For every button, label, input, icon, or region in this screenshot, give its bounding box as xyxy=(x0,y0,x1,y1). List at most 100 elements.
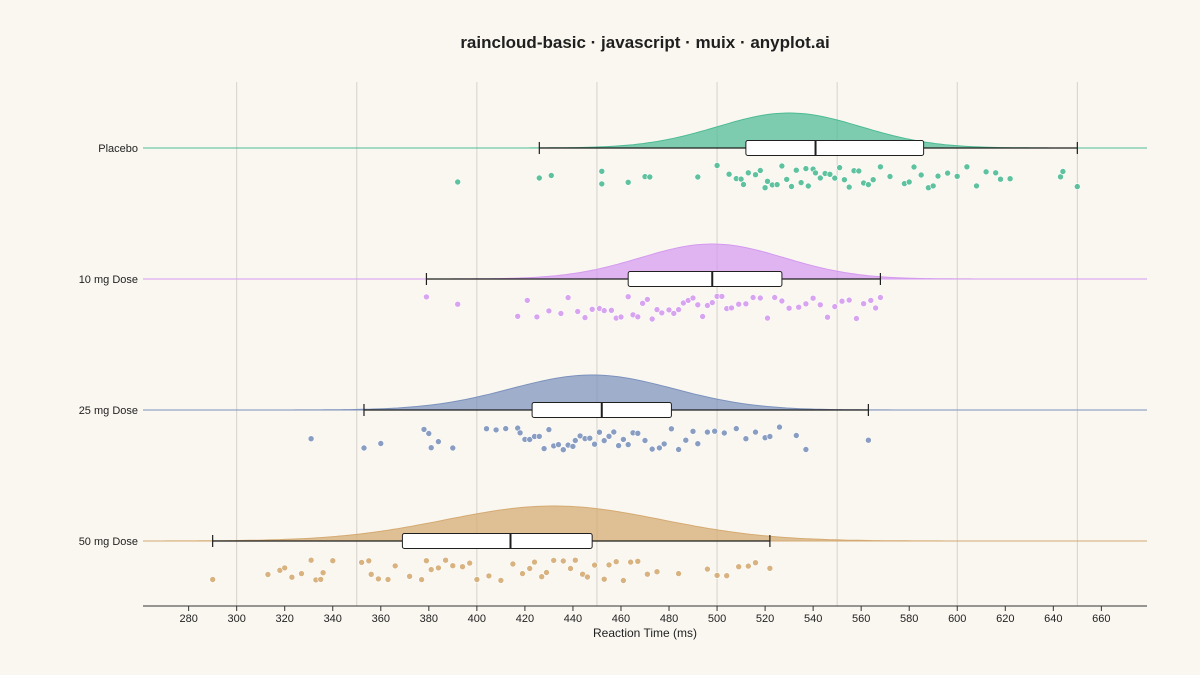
rain-point xyxy=(617,313,625,321)
x-tick-label: 480 xyxy=(660,613,678,625)
rain-point xyxy=(740,181,747,188)
rain-point xyxy=(713,572,721,579)
rain-point xyxy=(694,440,702,448)
rain-point xyxy=(910,163,918,171)
rain-point xyxy=(737,175,745,183)
rain-point xyxy=(627,558,634,566)
rain-point xyxy=(365,557,373,565)
rain-point xyxy=(591,440,598,448)
rain-point xyxy=(571,556,579,564)
x-axis: 280 300 320 340 360 380 400 420 440 460 480 500 520 5… xyxy=(143,605,1147,625)
rain-point xyxy=(509,560,517,568)
rain-point xyxy=(526,436,534,443)
rain-point xyxy=(615,442,622,449)
rain-point xyxy=(668,425,675,433)
rain-point xyxy=(658,309,666,317)
rain-point xyxy=(812,169,819,177)
rain-point xyxy=(704,428,711,436)
rain-point xyxy=(764,314,771,322)
rain-point xyxy=(766,433,774,440)
rain-point xyxy=(298,570,305,577)
rain-point xyxy=(877,163,884,171)
rain-point xyxy=(845,296,853,304)
rain-point xyxy=(535,174,543,182)
x-tick-label: 420 xyxy=(516,613,534,625)
rain-point xyxy=(742,300,750,308)
rain-point xyxy=(492,426,500,434)
rain-point xyxy=(675,570,682,577)
rain-point xyxy=(307,435,315,443)
rain-point xyxy=(795,303,803,311)
x-tick-label: 440 xyxy=(564,613,582,625)
rain-point xyxy=(831,303,839,310)
rain-point xyxy=(1059,168,1067,175)
rain-point xyxy=(526,565,534,572)
rain-point xyxy=(596,428,603,436)
x-tick-label: 520 xyxy=(756,613,774,625)
x-tick-label: 600 xyxy=(948,613,966,625)
rain-point xyxy=(497,577,505,584)
rain-point xyxy=(449,444,457,452)
rain-point xyxy=(816,301,824,309)
rain-point xyxy=(694,301,702,309)
rain-point xyxy=(824,313,831,321)
rain-point xyxy=(406,572,413,580)
rain-point xyxy=(608,306,615,314)
rain-point xyxy=(656,444,663,452)
series-layer: Placebo 10 mg Dose 25 mg Dose 50 mg Dose xyxy=(79,112,1147,584)
rain-point xyxy=(735,300,743,308)
x-tick-label: 620 xyxy=(996,613,1014,625)
rain-point xyxy=(963,163,971,171)
rain-point xyxy=(639,299,646,307)
rain-point xyxy=(569,443,577,450)
rain-point xyxy=(699,313,706,320)
rain-point xyxy=(665,306,673,314)
rain-point xyxy=(358,559,365,566)
rain-point xyxy=(1074,183,1081,190)
box-iqr xyxy=(627,271,783,287)
rain-point xyxy=(449,562,457,570)
rain-point xyxy=(423,557,430,565)
rain-point xyxy=(653,568,661,576)
rain-point xyxy=(624,441,632,448)
rain-point xyxy=(550,557,558,564)
rain-point xyxy=(610,428,618,436)
rain-point xyxy=(689,294,697,302)
rain-point xyxy=(598,180,606,188)
rain-point xyxy=(523,297,531,304)
rain-point xyxy=(634,557,642,565)
rain-point xyxy=(792,166,800,174)
rain-point xyxy=(836,164,843,171)
series-10-mg-dose: 10 mg Dose xyxy=(79,243,1147,323)
rain-point xyxy=(869,176,877,183)
rain-point xyxy=(384,576,392,583)
rain-point xyxy=(723,572,731,580)
rain-point xyxy=(288,573,296,581)
x-tick-label: 360 xyxy=(372,613,390,625)
x-tick-label: 320 xyxy=(276,613,294,625)
x-tick-label: 500 xyxy=(708,613,726,625)
rain-point xyxy=(574,308,582,315)
rain-point xyxy=(929,182,937,190)
x-tick-label: 300 xyxy=(227,613,245,625)
rain-point xyxy=(997,175,1004,183)
rain-point xyxy=(557,310,565,317)
rain-point xyxy=(377,440,385,447)
rain-point xyxy=(600,575,608,583)
rain-point xyxy=(646,173,654,181)
rain-point xyxy=(675,306,682,313)
rain-point xyxy=(209,576,216,583)
rain-point xyxy=(953,173,961,180)
rain-point xyxy=(514,312,522,320)
rain-point xyxy=(427,444,435,452)
rain-point xyxy=(329,557,337,565)
rain-point xyxy=(660,440,668,448)
rain-point xyxy=(466,559,474,567)
rain-point xyxy=(653,306,661,313)
rain-point xyxy=(605,432,613,440)
rain-point xyxy=(776,423,783,431)
rain-point xyxy=(547,172,555,179)
rain-point xyxy=(317,576,325,583)
rain-point xyxy=(459,563,466,571)
